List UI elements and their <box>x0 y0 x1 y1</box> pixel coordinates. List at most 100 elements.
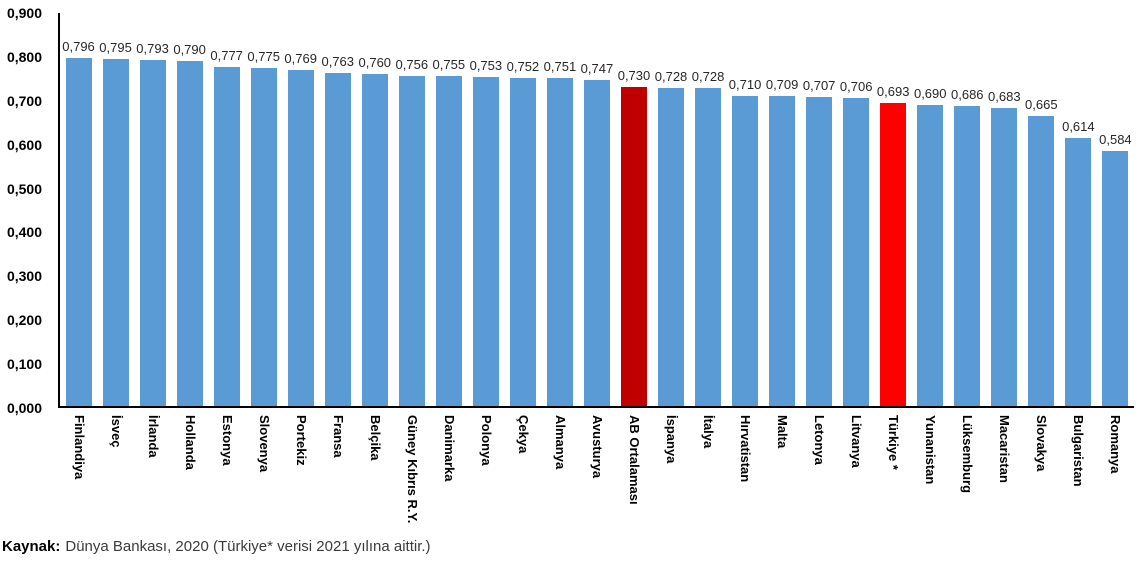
bar <box>361 74 388 406</box>
bar-value-label: 0,707 <box>802 78 836 94</box>
category-label: Fransa <box>330 415 346 458</box>
bar-slot: 0,665 Slovakya <box>1023 13 1060 472</box>
bar <box>250 67 277 406</box>
bar-slot: 0,707 Letonya <box>801 13 838 465</box>
bar <box>658 88 685 406</box>
bar <box>620 87 647 406</box>
bar-value-label: 0,690 <box>913 85 947 101</box>
y-axis-tick-label: 0,200 <box>6 312 42 329</box>
bar-value-label: 0,751 <box>543 59 577 75</box>
category-label: Güney Kıbrıs R.Y. <box>404 415 420 524</box>
bar-value-label: 0,747 <box>580 60 614 76</box>
bar-slot: 0,769 Portekiz <box>282 13 319 465</box>
category-label: Portekiz <box>293 415 309 466</box>
category-label: Hollanda <box>182 415 198 470</box>
category-label: Bulgaristan <box>1071 415 1087 487</box>
bar-slot: 0,690 Yunanistan <box>912 13 949 485</box>
source-label: Kaynak: <box>2 538 61 555</box>
bar-slot: 0,775 Slovenya <box>245 13 282 473</box>
bar-slot: 0,760 Belçika <box>356 13 393 460</box>
bar-slot: 0,752 Çekya <box>504 13 541 454</box>
category-label: Hırvatistan <box>738 415 754 483</box>
bar <box>324 72 351 406</box>
y-axis-tick-label: 0,900 <box>6 5 42 21</box>
bar-value-label: 0,710 <box>728 76 762 92</box>
bar-value-label: 0,686 <box>950 87 984 103</box>
bar-slot: 0,753 Polonya <box>467 13 504 465</box>
bar <box>769 96 796 406</box>
category-label: Letonya <box>812 415 828 465</box>
bar-slot: 0,584 Romanya <box>1097 13 1134 474</box>
bar-value-label: 0,614 <box>1062 118 1095 134</box>
category-label: Almanya <box>552 415 568 470</box>
bar-value-label: 0,730 <box>617 68 651 84</box>
bar <box>176 61 203 406</box>
bar-slot: 0,777 Estonya <box>208 13 245 466</box>
bar-slot: 0,706 Litvanya <box>838 13 875 468</box>
category-label: Estonya <box>219 415 235 466</box>
bar <box>546 78 573 406</box>
bar-value-label: 0,728 <box>691 69 725 85</box>
bar-slot: 0,728 İtalya <box>690 13 727 448</box>
bar <box>287 70 314 406</box>
category-label: Romanya <box>1108 415 1124 474</box>
bar <box>1102 151 1129 406</box>
bar-slot: 0,728 İspanya <box>653 13 690 463</box>
bar-slot: 0,763 Fransa <box>319 13 356 458</box>
bar-slot: 0,795 İsveç <box>97 13 134 448</box>
source-text: Dünya Bankası, 2020 (Türkiye* verisi 202… <box>65 538 431 555</box>
bar <box>954 106 981 406</box>
category-label: Çekya <box>515 415 531 454</box>
bar-value-label: 0,756 <box>395 56 429 72</box>
bar <box>213 66 240 406</box>
bar-slot: 0,730 AB Ortalaması <box>615 13 652 504</box>
category-label: AB Ortalaması <box>626 415 642 505</box>
category-label: Polonya <box>478 415 494 466</box>
y-axis-tick-label: 0,700 <box>6 92 42 109</box>
y-axis-tick-label: 0,300 <box>6 268 42 285</box>
bar-value-label: 0,790 <box>173 42 206 58</box>
y-axis-tick-label: 0,500 <box>6 180 42 197</box>
bar-value-label: 0,769 <box>284 51 317 67</box>
bar-value-label: 0,706 <box>839 78 873 94</box>
source-note: Kaynak: Dünya Bankası, 2020 (Türkiye* ver… <box>2 538 431 555</box>
bar <box>435 76 462 406</box>
category-label: Danimarka <box>441 415 457 482</box>
category-label: İrlanda <box>145 415 161 458</box>
bar <box>139 59 166 406</box>
bar-value-label: 0,755 <box>432 57 466 73</box>
category-label: İsveç <box>108 415 124 448</box>
y-axis-tick-label: 0,100 <box>6 356 42 373</box>
category-label: Finlandiya <box>71 415 87 480</box>
bar-slot: 0,756 Güney Kıbrıs R.Y. <box>393 13 430 523</box>
category-label: Slovenya <box>256 415 272 473</box>
bar <box>880 103 907 406</box>
category-label: İtalya <box>701 415 717 449</box>
bar-slot: 0,796 Finlandiya <box>60 13 97 479</box>
y-axis: 0,000 0,100 0,200 0,300 0,400 0,500 0,600 0,700… <box>0 5 48 416</box>
bar-slot: 0,614 Bulgaristan <box>1060 13 1097 487</box>
bar-slot: 0,751 Almanya <box>541 13 578 469</box>
category-label: Lüksemburg <box>960 415 976 494</box>
plot-area: 0,796 Finlandiya 0,795 İsveç 0,793 İrlanda 0,7… <box>58 13 1134 523</box>
bar <box>509 77 536 406</box>
bar-value-label: 0,693 <box>876 84 910 100</box>
bar <box>732 95 759 406</box>
bar <box>472 77 499 406</box>
bar-value-label: 0,728 <box>654 69 688 85</box>
bar-slot: 0,683 Macaristan <box>986 13 1023 483</box>
y-axis-tick-label: 0,000 <box>6 400 42 416</box>
y-axis-tick-label: 0,800 <box>6 48 42 65</box>
bar-value-label: 0,763 <box>321 53 355 69</box>
bar-value-label: 0,752 <box>506 58 540 74</box>
category-label: Türkiye * <box>886 415 902 470</box>
bar <box>398 75 425 406</box>
bar-value-label: 0,753 <box>469 58 503 74</box>
category-label: Avusturya <box>589 415 605 479</box>
bar <box>65 58 92 406</box>
category-label: Yunanistan <box>923 415 939 485</box>
bar-value-label: 0,760 <box>358 55 392 71</box>
bar-slot: 0,709 Malta <box>764 13 801 448</box>
bar-value-label: 0,796 <box>62 39 95 55</box>
bar-slot: 0,747 Avusturya <box>578 13 615 478</box>
